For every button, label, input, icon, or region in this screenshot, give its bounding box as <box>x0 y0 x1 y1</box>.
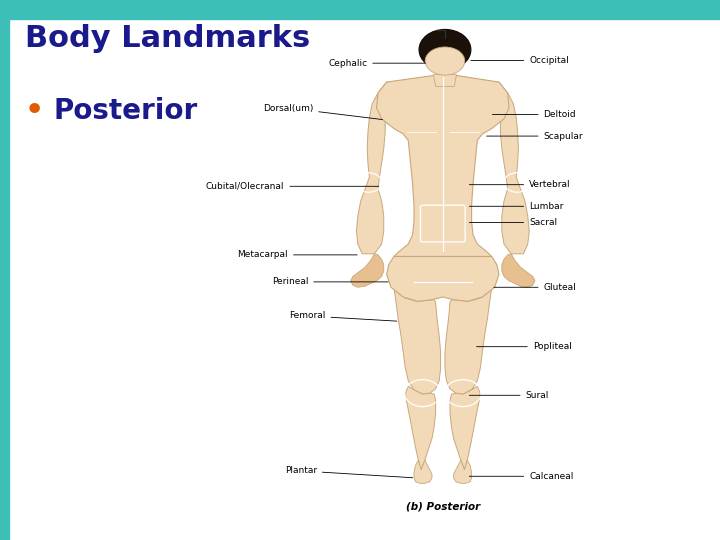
Text: Scapular: Scapular <box>487 132 583 140</box>
Text: Metacarpal: Metacarpal <box>238 251 357 259</box>
Text: Lumbar: Lumbar <box>469 202 564 211</box>
Text: Popliteal: Popliteal <box>477 342 572 351</box>
Ellipse shape <box>425 47 465 75</box>
Bar <box>0 0 720 19</box>
Text: Vertebral: Vertebral <box>469 180 571 189</box>
Text: Sacral: Sacral <box>469 218 557 227</box>
Polygon shape <box>414 460 432 483</box>
Ellipse shape <box>419 29 471 70</box>
Bar <box>0 0 9 540</box>
Polygon shape <box>356 82 394 254</box>
Text: Sural: Sural <box>469 391 549 400</box>
Polygon shape <box>492 82 529 254</box>
Polygon shape <box>433 75 456 86</box>
Text: Gluteal: Gluteal <box>494 283 576 292</box>
Polygon shape <box>387 256 499 301</box>
Polygon shape <box>394 287 441 394</box>
Polygon shape <box>454 460 472 483</box>
Text: Calcaneal: Calcaneal <box>469 472 574 481</box>
Polygon shape <box>405 386 436 470</box>
Text: Occipital: Occipital <box>471 56 569 65</box>
Text: Body Landmarks: Body Landmarks <box>25 24 310 53</box>
Polygon shape <box>450 386 480 470</box>
Polygon shape <box>445 287 492 394</box>
Text: Deltoid: Deltoid <box>492 110 576 119</box>
Polygon shape <box>351 254 384 287</box>
Text: Cubital/Olecranal: Cubital/Olecranal <box>206 182 379 191</box>
Text: (b) Posterior: (b) Posterior <box>405 501 480 511</box>
Polygon shape <box>377 76 509 256</box>
Text: Dorsal(um): Dorsal(um) <box>263 104 382 119</box>
Text: Femoral: Femoral <box>289 312 397 321</box>
Text: Plantar: Plantar <box>284 467 413 478</box>
Text: •: • <box>24 94 45 127</box>
Text: Posterior: Posterior <box>54 97 198 125</box>
Text: Cephalic: Cephalic <box>328 59 426 68</box>
Polygon shape <box>502 254 535 287</box>
Text: Perineal: Perineal <box>271 278 388 286</box>
